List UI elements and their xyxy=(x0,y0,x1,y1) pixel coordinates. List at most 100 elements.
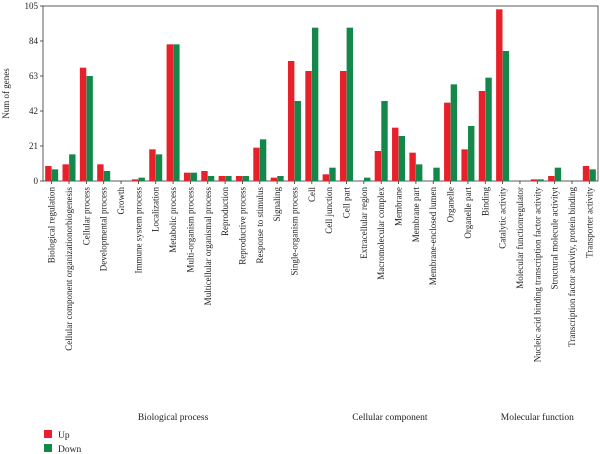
category-label: Cellular process xyxy=(81,187,91,246)
category-label: Binding xyxy=(480,187,490,217)
category-label: Multi-organism process xyxy=(185,187,195,273)
bar-up xyxy=(235,176,243,181)
legend-swatch-down xyxy=(44,444,52,452)
bar-down xyxy=(86,76,93,181)
category-label: Reproduction xyxy=(220,187,230,236)
category-label: Signaling xyxy=(272,187,282,222)
y-tick-label: 21 xyxy=(29,141,38,151)
bar-down xyxy=(294,101,301,181)
bar-up xyxy=(496,9,503,182)
bar-down xyxy=(311,27,319,181)
category-label: Reproductive process xyxy=(237,187,247,265)
category-label: Transcription factor activity, protein b… xyxy=(567,187,577,347)
category-label: Cell part xyxy=(342,187,352,219)
bar-up xyxy=(392,127,399,181)
legend-label: Up xyxy=(58,431,70,441)
bar-up xyxy=(530,179,538,181)
category-label: Growth xyxy=(116,187,126,215)
legend: Up Down xyxy=(44,430,81,454)
bar-up xyxy=(149,149,156,181)
category-label: Biological regulation xyxy=(47,187,57,264)
category-label: Metabolic process xyxy=(168,187,178,253)
bar-up xyxy=(409,152,416,181)
bar-up xyxy=(183,172,191,181)
bar-up xyxy=(287,61,295,181)
category-label: Macromolecular complex xyxy=(376,187,386,280)
bar-down xyxy=(155,154,163,181)
axes: 0 21 42 63 84 105 xyxy=(25,1,599,186)
category-label: Cell xyxy=(307,187,317,202)
category-label: Organelle part xyxy=(463,187,473,239)
category-labels: Biological regulation Cellular component … xyxy=(47,187,595,363)
bar-up xyxy=(444,102,451,181)
plot-frame xyxy=(42,5,599,182)
bar-down xyxy=(381,101,388,181)
group-label: Cellular component xyxy=(352,413,428,423)
bar-up xyxy=(305,71,312,181)
category-label: Localization xyxy=(151,187,161,232)
bar-up xyxy=(478,91,486,181)
bar-up xyxy=(322,174,330,181)
category-label: Molecular functionregulator xyxy=(515,187,525,289)
category-label: Nucleic acid binding transcription facto… xyxy=(532,187,542,363)
category-label: Membrane xyxy=(394,187,404,226)
category-label: Membrane part xyxy=(411,187,421,243)
y-tick-label: 105 xyxy=(25,1,39,11)
group-labels: Biological process Cellular component Mole… xyxy=(138,412,574,423)
bar-down xyxy=(190,172,197,181)
bar-up xyxy=(166,44,173,182)
bar-down xyxy=(207,176,215,181)
category-label: Extracellular region xyxy=(359,187,369,259)
category-label: Catalytic activity xyxy=(498,187,508,249)
bar-up xyxy=(374,151,382,181)
bar-up xyxy=(201,171,208,181)
category-label: Organelle xyxy=(446,187,456,222)
bar-down xyxy=(138,177,145,181)
category-label: Response to stimulus xyxy=(255,187,265,264)
bar-down xyxy=(69,154,76,181)
bar-down xyxy=(450,84,458,181)
group-label: Molecular function xyxy=(501,412,574,423)
bar-down xyxy=(468,126,475,181)
y-tick-label: 63 xyxy=(29,71,39,81)
bar-up xyxy=(131,179,139,181)
bar-up xyxy=(461,149,468,181)
bar-up xyxy=(270,177,278,181)
y-tick-label: 84 xyxy=(29,36,39,46)
y-tick-label: 0 xyxy=(34,176,39,186)
category-label: Immune system process xyxy=(133,187,143,274)
legend-swatch-up xyxy=(44,430,52,438)
bar-down xyxy=(433,167,440,181)
legend-label: Down xyxy=(58,445,81,454)
bar-up xyxy=(79,67,87,181)
bar-up xyxy=(253,147,260,181)
category-label: Multicellular organismal process xyxy=(203,187,213,306)
bar-up xyxy=(218,176,226,181)
bar-up xyxy=(548,176,555,181)
bar-down xyxy=(173,44,180,182)
category-label: Developmental process xyxy=(99,187,109,272)
category-label: Cell junction xyxy=(324,187,334,234)
bar-down xyxy=(589,169,596,181)
bar-down xyxy=(51,169,59,181)
group-label: Biological process xyxy=(138,413,209,423)
bar-down xyxy=(277,176,284,181)
bar-down xyxy=(242,176,249,181)
bar-down xyxy=(415,164,423,181)
bar-down xyxy=(537,179,544,181)
bar-up xyxy=(45,166,52,181)
bar-down xyxy=(329,167,336,181)
bar-up xyxy=(97,164,104,181)
category-label: Membrane-enclosed lumen xyxy=(428,187,438,286)
category-label: Transporter activity xyxy=(584,187,594,258)
bar-up xyxy=(62,164,69,181)
bars xyxy=(45,9,596,182)
bar-down xyxy=(485,77,492,181)
bar-down xyxy=(225,176,232,181)
category-label: Structural molecule activityt xyxy=(550,187,560,290)
category-label: Single-organism process xyxy=(289,187,299,276)
bar-up xyxy=(340,71,347,181)
bar-down xyxy=(363,177,371,181)
bar-up xyxy=(582,166,590,181)
